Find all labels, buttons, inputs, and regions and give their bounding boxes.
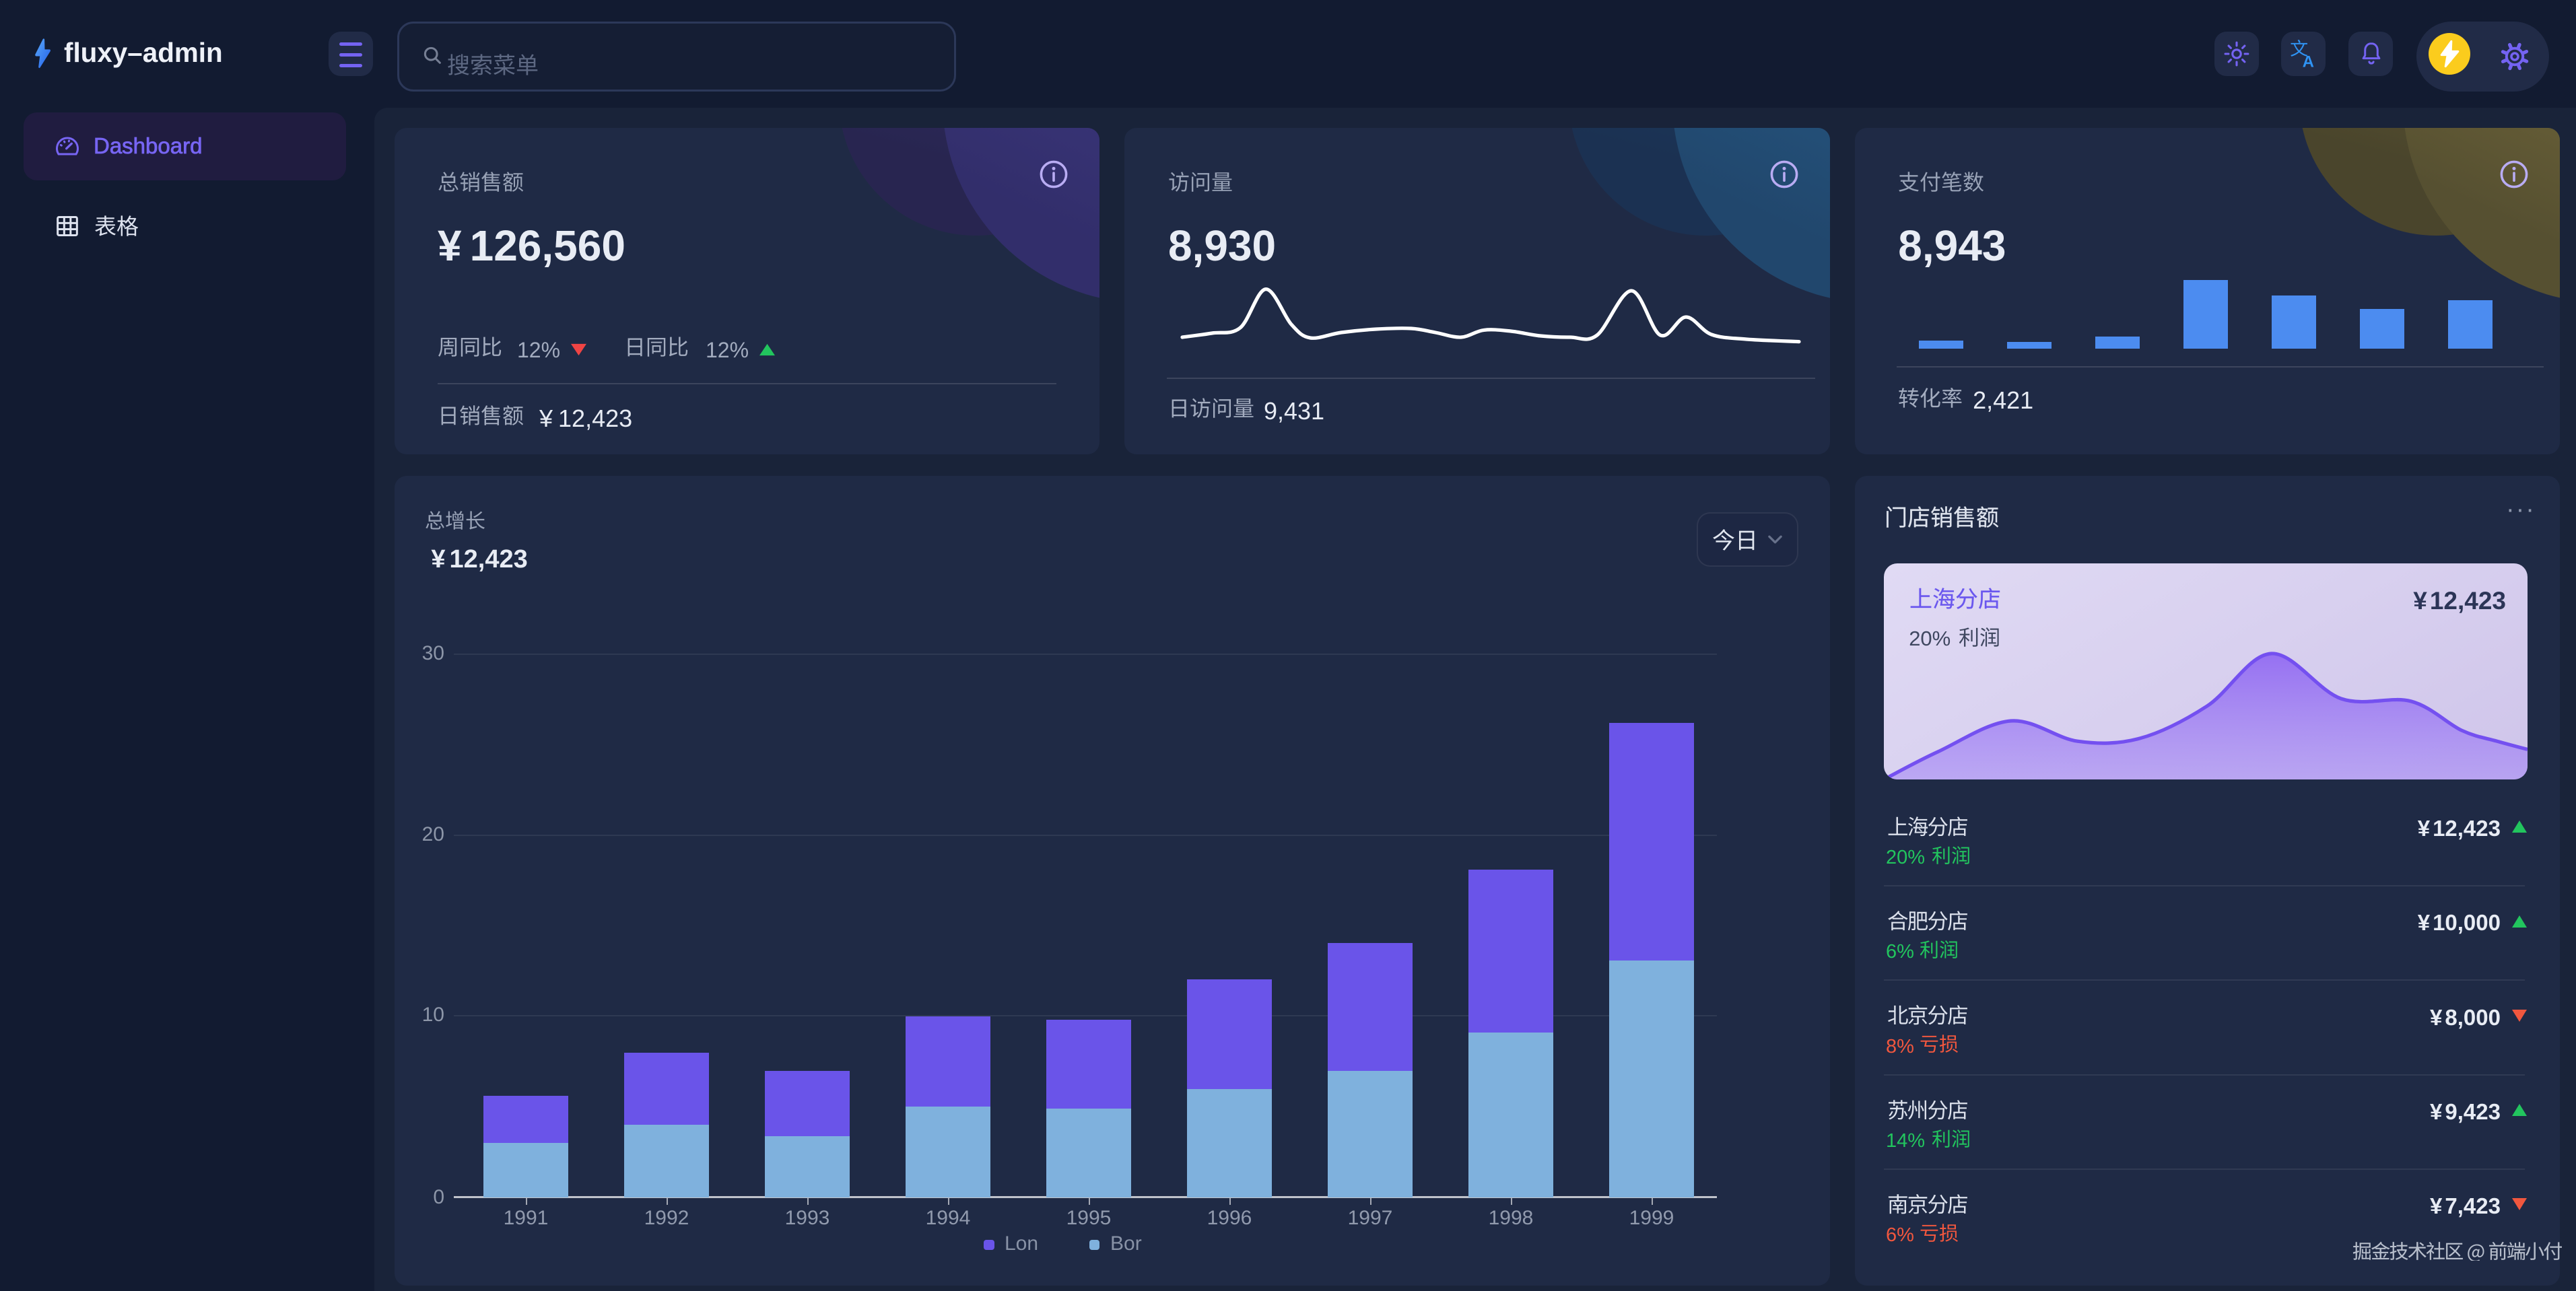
svg-text:A: A [2303, 53, 2314, 70]
